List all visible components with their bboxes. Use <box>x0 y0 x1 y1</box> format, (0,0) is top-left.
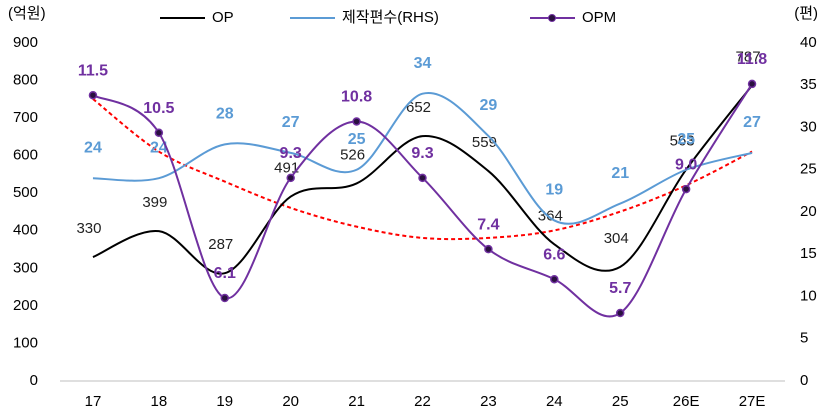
data-label: 5.7 <box>609 280 631 297</box>
series-line <box>92 91 753 225</box>
y-tick-label: 500 <box>13 184 38 201</box>
x-tick-label: 19 <box>216 393 233 410</box>
x-tick-label: 20 <box>282 393 299 410</box>
data-label: 24 <box>150 139 168 156</box>
data-label: 24 <box>84 139 102 156</box>
y-tick-label: 600 <box>13 147 38 164</box>
data-label: 19 <box>545 182 563 199</box>
data-label: 491 <box>274 160 299 177</box>
marker <box>286 173 295 183</box>
x-tick-label: 21 <box>348 393 365 410</box>
series-line <box>92 84 753 275</box>
legend-label: OP <box>212 9 234 26</box>
marker <box>352 117 361 126</box>
y2-tick-label: 40 <box>800 34 817 51</box>
y-tick-label: 200 <box>13 297 38 314</box>
y-tick-label: 300 <box>13 259 38 276</box>
data-label: 652 <box>406 99 431 116</box>
legend-label: 제작편수(RHS) <box>342 9 439 26</box>
data-label: 11.8 <box>737 51 767 68</box>
data-label: 27 <box>743 114 761 131</box>
y-tick-label: 900 <box>13 34 38 51</box>
trendline <box>92 98 753 241</box>
marker <box>484 244 493 254</box>
data-label: 9.3 <box>411 145 433 162</box>
x-tick-label: 17 <box>85 393 102 410</box>
data-label: 7.4 <box>477 216 499 233</box>
x-tick-label: 24 <box>546 393 563 410</box>
marker <box>550 274 559 284</box>
legend-label: OPM <box>582 9 616 26</box>
data-label: 6.6 <box>543 246 565 263</box>
marker <box>747 79 757 89</box>
y2-tick-label: 25 <box>800 161 817 178</box>
y2-tick-label: 15 <box>800 245 817 262</box>
data-label: 28 <box>216 106 234 123</box>
x-tick-label: 18 <box>151 393 168 410</box>
y-tick-label: 800 <box>13 72 38 89</box>
data-label: 330 <box>76 220 101 237</box>
data-label: 787 <box>736 48 761 65</box>
x-tick-label: 27E <box>739 393 766 410</box>
y2-tick-label: 5 <box>800 330 808 347</box>
x-tick-label: 22 <box>414 393 431 410</box>
y-tick-label: 100 <box>13 334 38 351</box>
y2-tick-label: 35 <box>800 76 817 93</box>
marker <box>615 308 625 318</box>
data-label: 563 <box>670 133 695 150</box>
data-label: 29 <box>480 97 498 114</box>
y2-tick-label: 0 <box>800 372 808 389</box>
legend-marker <box>548 14 556 22</box>
marker <box>418 173 427 183</box>
x-tick-label: 26E <box>673 393 700 410</box>
y-axis-label: (억원) <box>8 5 46 22</box>
data-label: 34 <box>414 55 432 72</box>
data-label: 287 <box>208 236 233 253</box>
data-label: 21 <box>611 165 629 182</box>
data-label: 25 <box>348 131 366 148</box>
y2-tick-label: 10 <box>800 287 817 304</box>
data-label: 25 <box>677 131 695 148</box>
data-label: 526 <box>340 146 365 163</box>
data-label: 10.8 <box>341 89 372 106</box>
data-label: 9.3 <box>280 145 302 162</box>
data-label: 11.5 <box>78 62 108 79</box>
x-tick-label: 25 <box>612 393 629 410</box>
data-label: 9.0 <box>675 156 697 173</box>
y-tick-label: 400 <box>13 222 38 239</box>
marker <box>154 128 164 138</box>
marker <box>681 184 691 194</box>
marker <box>220 293 230 303</box>
y2-axis-label: (편) <box>794 5 818 22</box>
marker <box>88 90 98 100</box>
data-label: 304 <box>604 230 629 247</box>
data-label: 27 <box>282 114 300 131</box>
data-label: 6.1 <box>214 265 236 282</box>
data-label: 10.5 <box>143 100 174 117</box>
y-tick-label: 0 <box>30 372 38 389</box>
y2-tick-label: 30 <box>800 118 817 135</box>
y2-tick-label: 20 <box>800 203 817 220</box>
series-line <box>92 83 753 318</box>
data-label: 399 <box>142 194 167 211</box>
x-tick-label: 23 <box>480 393 497 410</box>
y-tick-label: 700 <box>13 109 38 126</box>
